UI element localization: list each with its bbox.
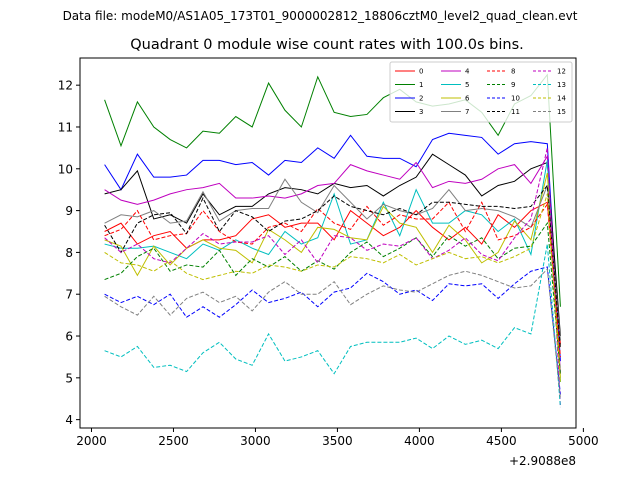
series-line-9: [104, 221, 561, 374]
legend-label-7: 7: [465, 108, 469, 116]
legend-box: [389, 61, 573, 123]
legend-label-0: 0: [419, 68, 423, 76]
series-line-15: [104, 268, 561, 399]
x-tick-label: 2500: [158, 434, 189, 448]
plot-frame: [79, 57, 577, 429]
series-line-7: [104, 178, 561, 341]
y-tick-label: 7: [65, 288, 73, 302]
legend-label-9: 9: [511, 81, 515, 89]
x-tick-label: 3500: [322, 434, 353, 448]
legend-label-3: 3: [419, 108, 423, 116]
y-tick-label: 9: [65, 204, 73, 218]
legend-label-12: 12: [557, 68, 566, 76]
series-line-8: [104, 201, 561, 357]
x-tick-label: 2000: [76, 434, 107, 448]
series-line-6: [104, 172, 561, 378]
legend-label-14: 14: [557, 95, 566, 103]
legend-label-6: 6: [465, 95, 470, 103]
y-tick-label: 8: [65, 246, 73, 260]
series-line-14: [104, 193, 561, 383]
y-tick-label: 10: [58, 162, 73, 176]
legend-label-2: 2: [419, 95, 423, 103]
chart-title: Quadrant 0 module wise count rates with …: [130, 37, 524, 53]
legend-label-8: 8: [511, 68, 515, 76]
series-line-12: [104, 147, 561, 408]
series-line-10: [104, 266, 561, 395]
series-line-4: [104, 154, 561, 374]
series-line-13: [104, 243, 561, 408]
x-tick-label: 4000: [404, 434, 435, 448]
legend-label-11: 11: [511, 108, 520, 116]
legend-label-4: 4: [465, 68, 470, 76]
legend-label-5: 5: [465, 81, 469, 89]
y-axis: 4 5 6 7 8 9 10 11 12: [58, 79, 80, 427]
legend-label-1: 1: [419, 81, 423, 89]
series-line-5: [104, 160, 561, 383]
series-line-2: [104, 132, 561, 362]
legend-label-10: 10: [511, 95, 520, 103]
y-tick-label: 11: [58, 120, 73, 134]
x-tick-label: 4500: [486, 434, 517, 448]
x-axis: 2000 2500 3000 3500 4000 4500 5000: [76, 428, 599, 448]
y-tick-label: 5: [65, 371, 73, 385]
chart-suptitle: Data file: modeM0/AS1A05_173T01_90000028…: [63, 9, 578, 23]
y-tick-label: 12: [58, 79, 73, 93]
legend-label-15: 15: [557, 108, 566, 116]
series-layer: [104, 73, 561, 408]
series-line-0: [104, 201, 561, 345]
x-offset-label: +2.9088e8: [509, 454, 576, 468]
x-tick-label: 3000: [240, 434, 271, 448]
y-tick-label: 6: [65, 330, 73, 344]
series-line-11: [104, 184, 561, 349]
legend-label-13: 13: [557, 81, 566, 89]
y-tick-label: 4: [65, 413, 73, 427]
x-tick-label: 5000: [568, 434, 599, 448]
